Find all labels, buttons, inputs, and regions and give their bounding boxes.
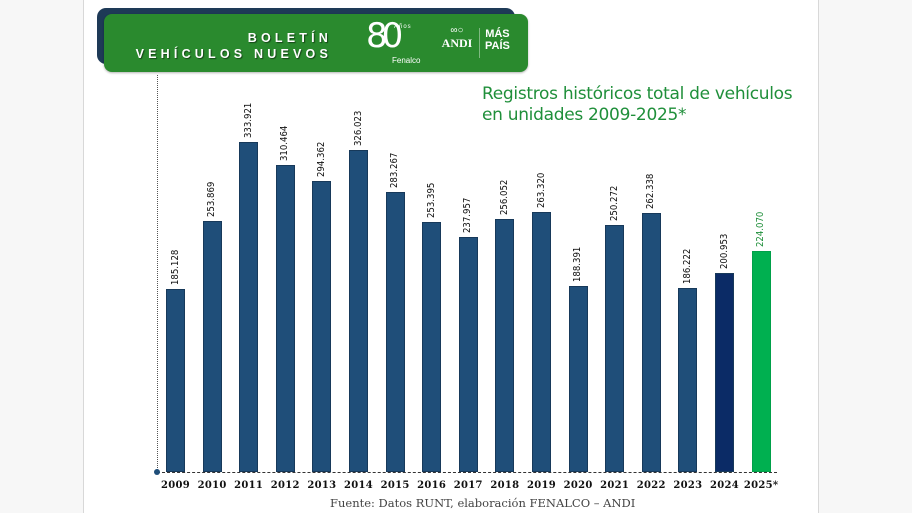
bar-2018 <box>495 218 515 472</box>
bar-2011 <box>239 142 259 472</box>
bar-2015 <box>385 192 405 472</box>
value-label: 283.267 <box>389 152 401 189</box>
bar-2019 <box>532 211 551 472</box>
bulletin-title-line1: BOLETÍN <box>247 31 332 45</box>
chart-title-line1: Registros históricos total de vehículos <box>482 84 793 104</box>
x-tick-label: 2015 <box>380 480 410 491</box>
value-label: 262.338 <box>645 173 657 209</box>
value-label: 253.869 <box>206 181 218 218</box>
x-tick-label: 2023 <box>673 480 703 491</box>
x-tick-label: 2018 <box>490 480 520 491</box>
mas-text: MÁS <box>485 28 510 40</box>
x-tick-label: 2016 <box>417 480 447 491</box>
bar-2022 <box>641 212 661 472</box>
bar-2023 <box>678 287 698 472</box>
andi-text: ANDI <box>441 36 473 50</box>
value-label: 188.391 <box>572 246 584 282</box>
x-tick-label: 2012 <box>270 480 300 491</box>
value-label: 224.070 <box>755 211 767 247</box>
value-label: 185.128 <box>169 249 181 286</box>
fenalco-anos-text: Años <box>394 24 412 30</box>
value-label: 253.395 <box>425 182 437 218</box>
bar-2025 <box>751 250 771 472</box>
fenalco-80-logo: 80 Años Fenalco <box>366 16 430 68</box>
x-tick-label: 2025* <box>743 480 779 491</box>
page-background <box>83 0 819 513</box>
bar-2009 <box>166 289 185 472</box>
x-tick-label: 2022 <box>636 480 666 491</box>
pais-text: PAÍS <box>485 40 510 52</box>
logo-divider <box>479 28 480 58</box>
axis-origin-dot <box>154 469 160 475</box>
x-tick-label: 2011 <box>234 480 264 491</box>
x-tick-label: 2014 <box>343 480 374 491</box>
mas-pais-logo: MÁS PAÍS <box>485 28 510 52</box>
value-label: 256.052 <box>498 179 510 215</box>
value-label: 200.953 <box>718 234 730 270</box>
bar-2013 <box>312 181 332 472</box>
chart-title: Registros históricos total de vehículos … <box>482 84 793 126</box>
x-tick-label: 2009 <box>160 480 191 491</box>
x-tick-label: 2017 <box>453 480 483 491</box>
value-label: 186.222 <box>681 248 693 284</box>
header-banner: BOLETÍN VEHÍCULOS NUEVOS 80 Años Fenalco… <box>104 14 528 72</box>
bar-2024 <box>715 273 734 472</box>
x-tick-label: 2024 <box>709 480 740 491</box>
value-label: 310.464 <box>279 125 291 162</box>
value-label: 250.272 <box>608 185 620 221</box>
fenalco-name: Fenalco <box>392 56 421 65</box>
x-tick-label: 2021 <box>600 480 630 491</box>
bulletin-title-line2: VEHÍCULOS NUEVOS <box>135 47 332 61</box>
value-label: 237.957 <box>462 197 474 233</box>
bar-2020 <box>568 285 588 472</box>
value-label: 294.362 <box>315 141 327 178</box>
chart-title-line2: en unidades 2009-2025* <box>482 105 687 125</box>
source-note: Fuente: Datos RUNT, elaboración FENALCO … <box>330 496 636 510</box>
value-label: 326.023 <box>352 110 364 146</box>
andi-rings-icon: ∞○ <box>450 25 464 36</box>
bar-2017 <box>458 236 478 472</box>
x-tick-label: 2013 <box>307 480 337 491</box>
x-tick-label: 2020 <box>563 480 593 491</box>
value-label: 263.320 <box>535 172 547 208</box>
bar-2010 <box>202 221 222 472</box>
x-tick-label: 2019 <box>526 480 557 491</box>
andi-logo: ∞○ ANDI <box>439 25 475 51</box>
bar-2014 <box>349 149 368 472</box>
x-axis-line <box>157 472 777 473</box>
bar-2021 <box>605 224 625 472</box>
value-label: 333.921 <box>242 102 254 138</box>
fenalco-80-number: 80 <box>366 16 403 56</box>
bulletin-title: BOLETÍN VEHÍCULOS NUEVOS <box>136 30 332 62</box>
bar-2012 <box>275 165 295 472</box>
y-axis-line <box>157 75 158 472</box>
bar-2016 <box>422 221 442 472</box>
x-tick-label: 2010 <box>197 480 227 491</box>
